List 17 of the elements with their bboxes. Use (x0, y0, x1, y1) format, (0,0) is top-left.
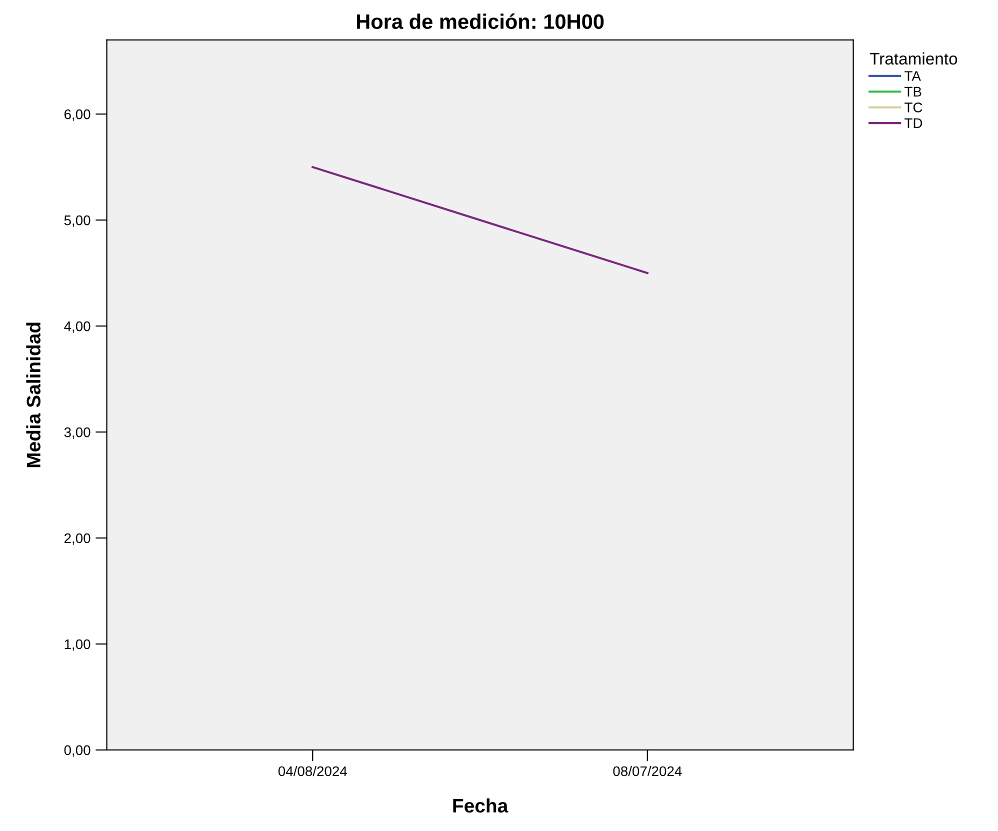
legend-label: TB (904, 86, 922, 96)
legend-title: Tratamiento (870, 52, 958, 65)
x-tick-label: 04/08/2024 (278, 766, 348, 776)
legend-label: TC (904, 102, 922, 112)
y-tick-label: 4,00 (64, 321, 90, 333)
y-tick-label: 6,00 (64, 109, 90, 121)
x-tick-label: 08/07/2024 (613, 766, 682, 776)
y-tick-label: 2,00 (64, 533, 90, 545)
y-tick-label: 3,00 (64, 427, 90, 439)
x-axis-title: Fecha (453, 798, 508, 813)
y-tick-label: 5,00 (64, 215, 90, 227)
chart-title: Hora de medición: 10H00 (356, 13, 604, 29)
y-tick-label: 0,00 (64, 745, 90, 757)
legend-label: TA (904, 71, 921, 81)
legend-label: TD (904, 118, 922, 128)
y-axis-title: Media Salinidad (26, 322, 40, 468)
y-tick-label: 1,00 (64, 639, 90, 651)
